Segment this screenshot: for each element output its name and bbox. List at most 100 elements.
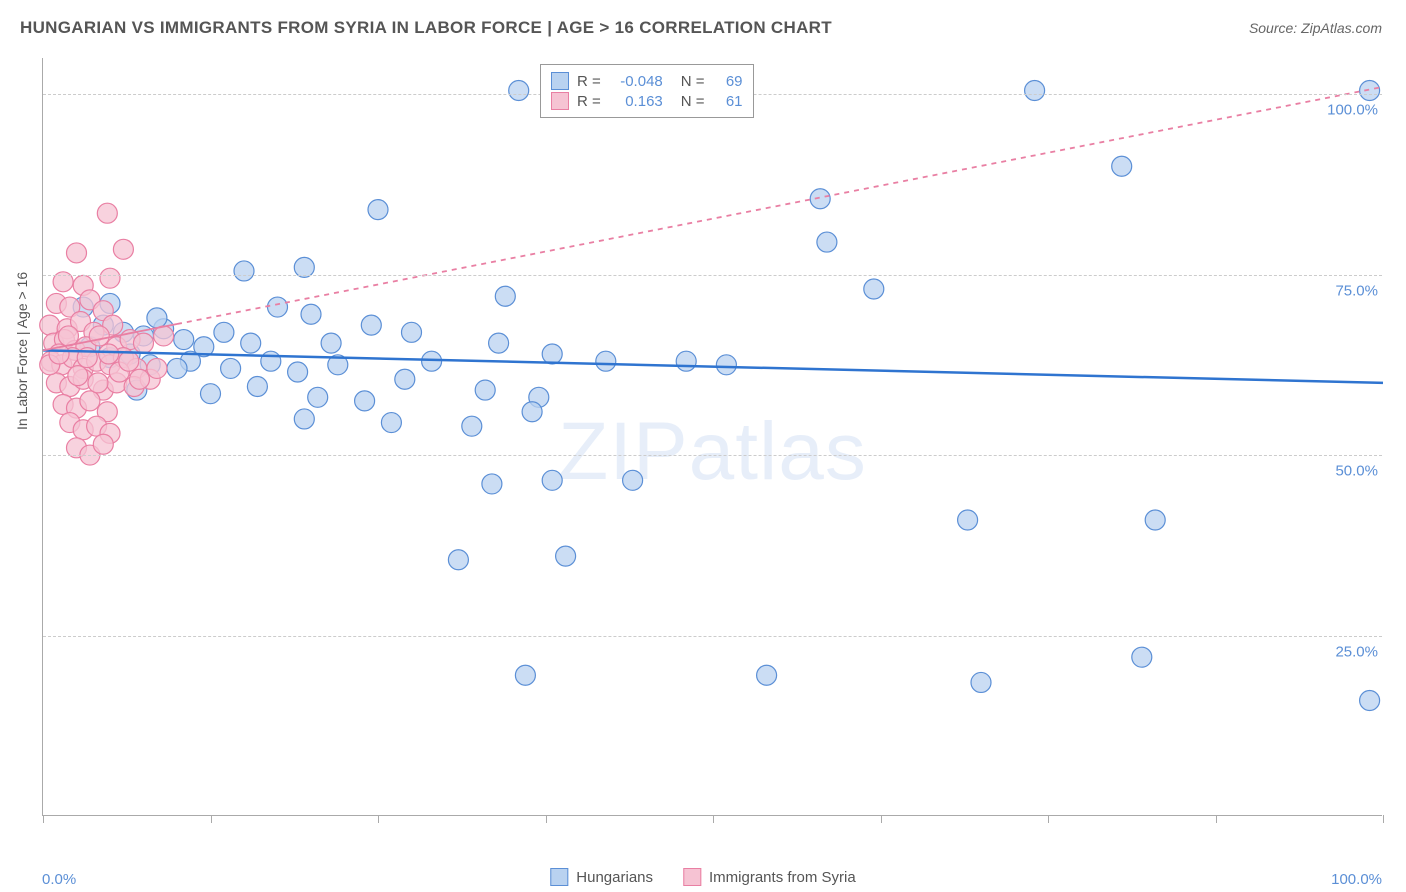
legend-r-label: R =: [577, 93, 601, 110]
hungarians-point: [475, 380, 495, 400]
legend-n-label: N =: [681, 93, 705, 110]
legend-series-label: Hungarians: [576, 869, 653, 886]
hungarians-point: [596, 351, 616, 371]
x-tick: [1216, 815, 1217, 823]
hungarians-point: [1132, 647, 1152, 667]
hungarians-point: [167, 358, 187, 378]
y-tick-label: 50.0%: [1335, 463, 1378, 480]
hungarians-point: [402, 322, 422, 342]
legend-r-value: -0.048: [609, 73, 663, 90]
syria-point: [119, 351, 139, 371]
x-tick: [1048, 815, 1049, 823]
x-tick: [546, 815, 547, 823]
syria-point: [100, 268, 120, 288]
plot-svg: [43, 58, 1382, 815]
syria-point: [58, 326, 78, 346]
hungarians-point: [623, 470, 643, 490]
legend-r-value: 0.163: [609, 93, 663, 110]
x-tick: [211, 815, 212, 823]
legend-n-label: N =: [681, 73, 705, 90]
x-axis-max-label: 100.0%: [1331, 871, 1382, 888]
hungarians-point: [810, 189, 830, 209]
hungarians-point: [542, 344, 562, 364]
x-axis-min-label: 0.0%: [42, 871, 76, 888]
chart-title: HUNGARIAN VS IMMIGRANTS FROM SYRIA IN LA…: [20, 18, 832, 38]
hungarians-point: [556, 546, 576, 566]
y-tick-label: 25.0%: [1335, 643, 1378, 660]
hungarians-point: [817, 232, 837, 252]
gridline: [43, 275, 1382, 276]
hungarians-point: [462, 416, 482, 436]
legend-series-label: Immigrants from Syria: [709, 869, 856, 886]
hungarians-point: [301, 304, 321, 324]
syria-point: [68, 366, 88, 386]
hungarians-point: [381, 413, 401, 433]
hungarians-point: [268, 297, 288, 317]
hungarians-point: [361, 315, 381, 335]
hungarians-point: [321, 333, 341, 353]
plot-area: ZIPatlas: [42, 58, 1382, 816]
legend-swatch: [551, 92, 569, 110]
syria-point: [67, 243, 87, 263]
hungarians-point: [261, 351, 281, 371]
syria-point: [147, 358, 167, 378]
hungarians-point: [482, 474, 502, 494]
legend-r-label: R =: [577, 73, 601, 90]
hungarians-point: [509, 80, 529, 100]
syria-trendline-dashed: [177, 87, 1383, 324]
gridline: [43, 636, 1382, 637]
x-tick: [43, 815, 44, 823]
x-tick: [378, 815, 379, 823]
syria-point: [80, 391, 100, 411]
hungarians-point: [241, 333, 261, 353]
hungarians-point: [1112, 156, 1132, 176]
gridline: [43, 455, 1382, 456]
chart-container: HUNGARIAN VS IMMIGRANTS FROM SYRIA IN LA…: [0, 0, 1406, 892]
y-tick-label: 75.0%: [1335, 282, 1378, 299]
hungarians-point: [221, 358, 241, 378]
hungarians-point: [1145, 510, 1165, 530]
legend-series: Hungarians Immigrants from Syria: [550, 868, 855, 886]
source-label: Source: ZipAtlas.com: [1249, 20, 1382, 36]
syria-point: [89, 326, 109, 346]
hungarians-point: [958, 510, 978, 530]
syria-point: [97, 203, 117, 223]
syria-point: [88, 373, 108, 393]
x-tick: [713, 815, 714, 823]
syria-point: [129, 369, 149, 389]
x-tick: [881, 815, 882, 823]
hungarians-point: [368, 200, 388, 220]
legend-n-value: 61: [713, 93, 743, 110]
x-tick: [1383, 815, 1384, 823]
hungarians-point: [174, 330, 194, 350]
hungarians-point: [1360, 690, 1380, 710]
syria-point: [113, 239, 133, 259]
hungarians-point: [1360, 80, 1380, 100]
y-tick-label: 100.0%: [1327, 102, 1378, 119]
hungarians-point: [1025, 80, 1045, 100]
legend-stats-row: R =-0.048N =69: [551, 71, 743, 91]
hungarians-point: [288, 362, 308, 382]
hungarians-point: [522, 402, 542, 422]
hungarians-point: [676, 351, 696, 371]
legend-series-item: Hungarians: [550, 868, 653, 886]
hungarians-point: [716, 355, 736, 375]
hungarians-point: [542, 470, 562, 490]
hungarians-point: [308, 387, 328, 407]
hungarians-point: [214, 322, 234, 342]
hungarians-point: [757, 665, 777, 685]
hungarians-point: [864, 279, 884, 299]
syria-point: [93, 434, 113, 454]
hungarians-point: [448, 550, 468, 570]
hungarians-point: [294, 409, 314, 429]
hungarians-point: [495, 286, 515, 306]
hungarians-point: [489, 333, 509, 353]
syria-point: [99, 344, 119, 364]
hungarians-point: [201, 384, 221, 404]
hungarians-point: [515, 665, 535, 685]
syria-point: [134, 333, 154, 353]
hungarians-point: [971, 672, 991, 692]
legend-stats-row: R = 0.163 N = 61: [551, 91, 743, 111]
hungarians-point: [395, 369, 415, 389]
legend-series-item: Immigrants from Syria: [683, 868, 856, 886]
